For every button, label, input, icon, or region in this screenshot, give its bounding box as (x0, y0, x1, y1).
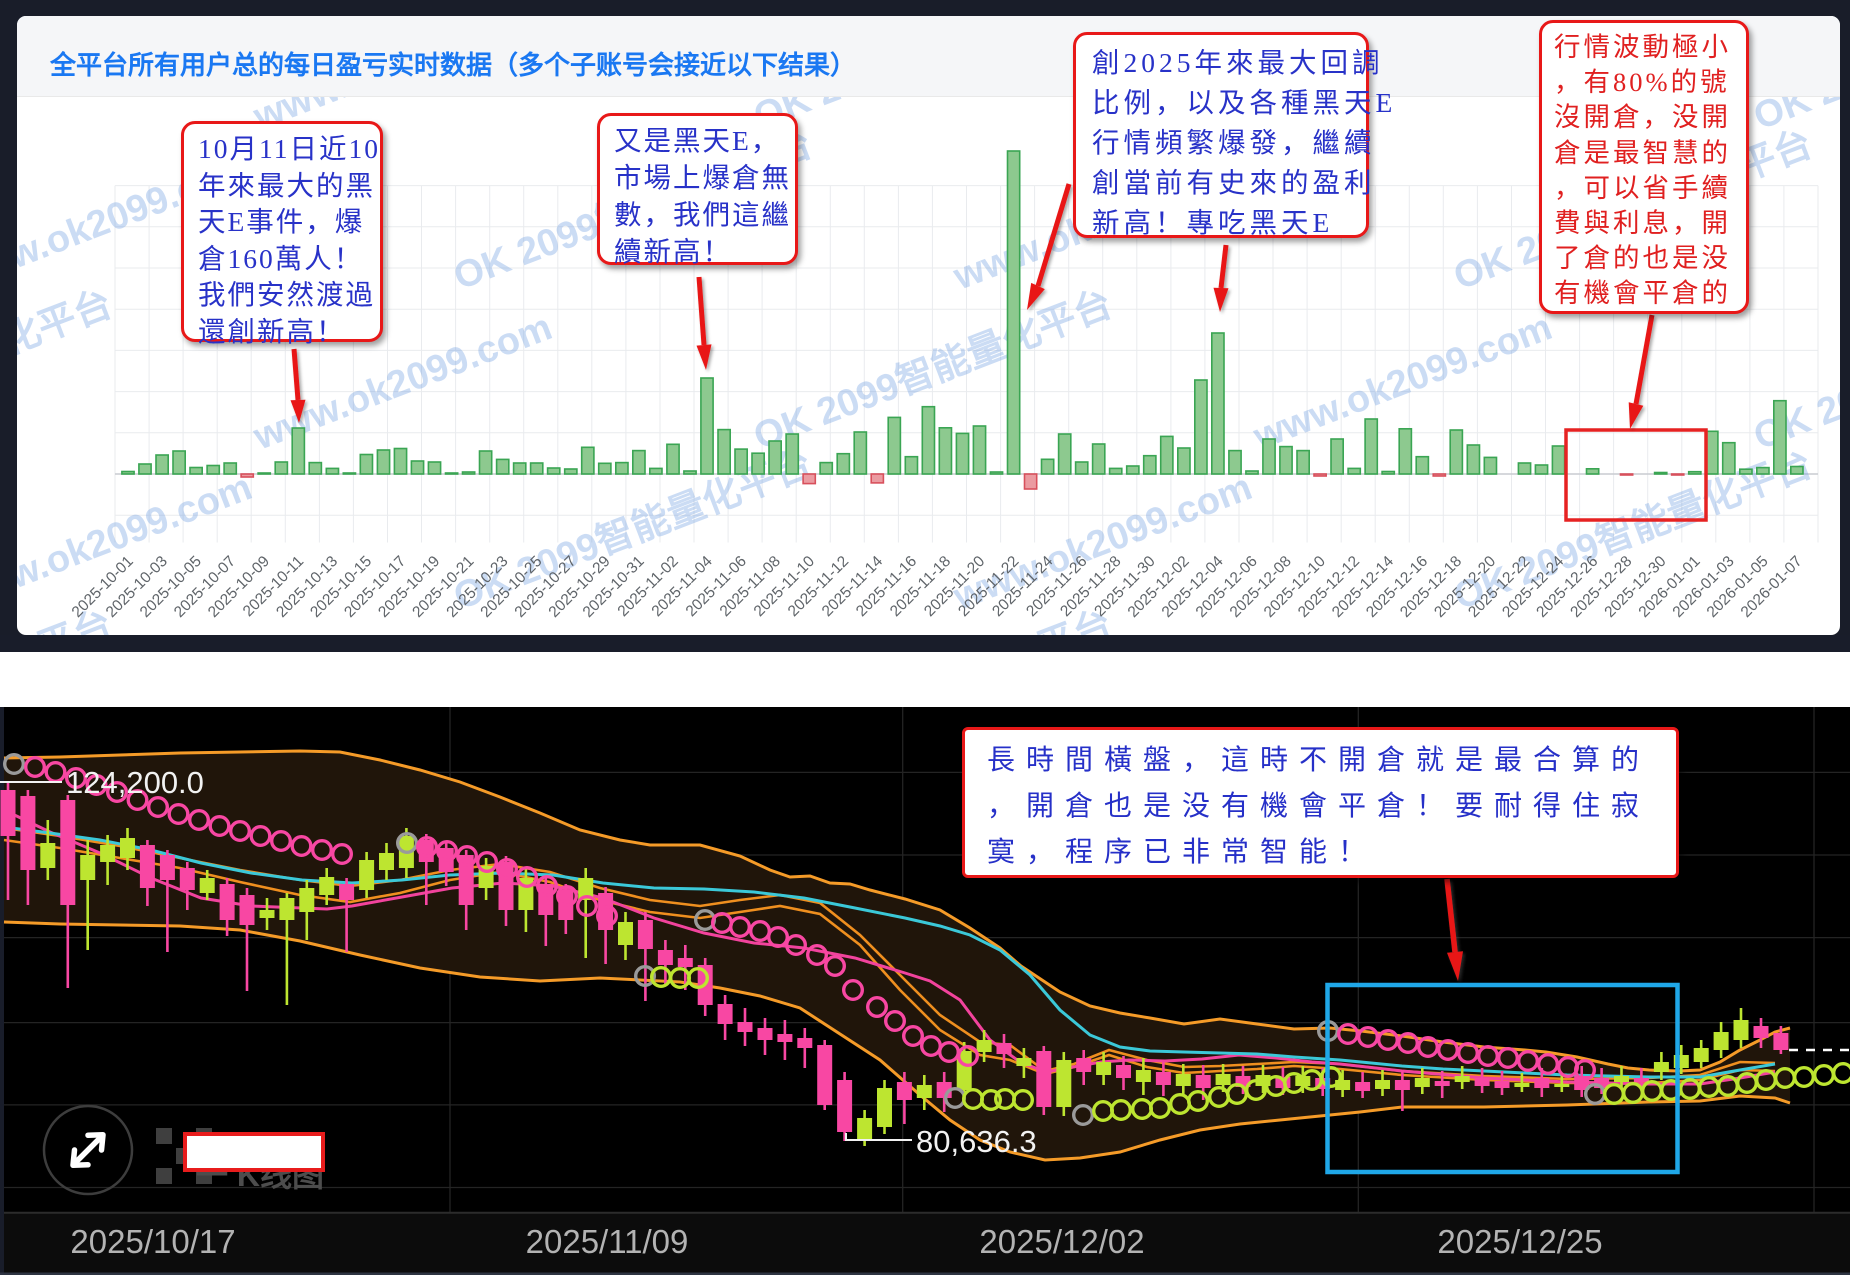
svg-text:80,636.3: 80,636.3 (916, 1124, 1037, 1159)
svg-text:124,200.0: 124,200.0 (66, 765, 204, 800)
svg-text:2025/12/02: 2025/12/02 (979, 1223, 1144, 1260)
svg-text:2025/12/25: 2025/12/25 (1437, 1223, 1602, 1260)
svg-text:2025/10/17: 2025/10/17 (70, 1223, 235, 1260)
svg-text:2025/11/09: 2025/11/09 (526, 1223, 689, 1260)
svg-text:www.ok2099.com: www.ok2099.com (1247, 626, 1557, 635)
svg-text:OK 2099智能量化平台: OK 2099智能量化平台 (17, 283, 118, 458)
svg-text:www.ok2099.com: www.ok2099.com (247, 626, 557, 635)
